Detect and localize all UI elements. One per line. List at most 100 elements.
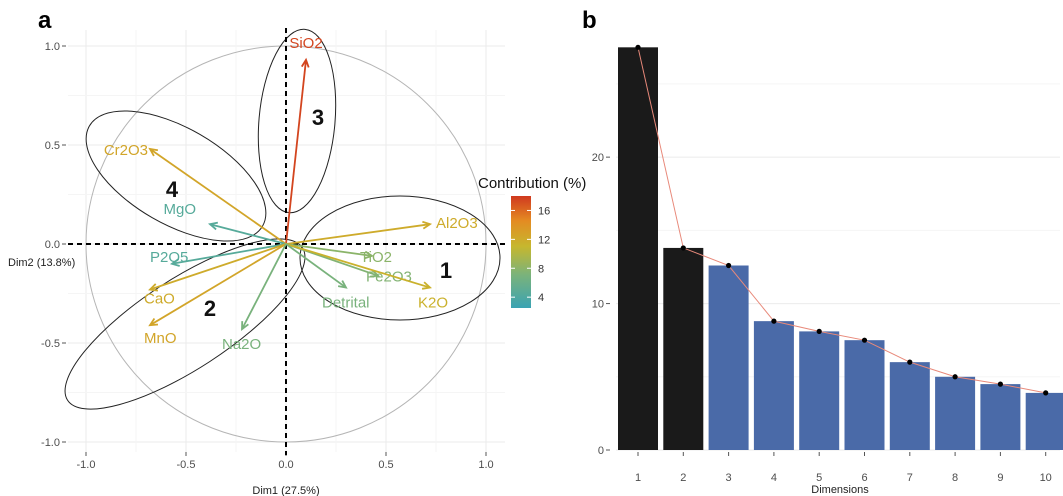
x-tick-label-b: 8 — [952, 472, 958, 484]
x-tick-label-b: 6 — [861, 472, 867, 484]
x-tick-label-a: 1.0 — [478, 459, 493, 471]
scree-point — [997, 381, 1004, 387]
x-axis-label-a: Dim1 (27.5%) — [252, 485, 319, 496]
arrow-head — [421, 281, 432, 290]
bar-dim-1 — [618, 47, 658, 450]
variable-label: Na2O — [222, 336, 261, 353]
variable-sio2: SiO2 — [285, 35, 323, 245]
arrow-line — [171, 243, 287, 265]
arrow-head — [148, 283, 159, 292]
y-axis-label-a: Dim2 (13.8%) — [8, 257, 75, 269]
variable-detrital: Detrital — [285, 243, 370, 312]
arrow-line — [149, 148, 287, 245]
variable-arrows: SiO2 Cr2O3 MgO Al2O3 TiO2 Fe2O3 K2O Detrital P2O… — [104, 35, 478, 353]
scree-plot: b 0 10 20 1 2 3 4 5 6 7 8 9 10 Dimensions — [582, 7, 1063, 496]
y-tick-label-a: -0.5 — [41, 338, 60, 350]
arrow-head — [148, 147, 159, 157]
variable-cr2o3: Cr2O3 — [104, 142, 287, 245]
group-ellipse-3 — [257, 28, 337, 214]
variable-mno: MnO — [144, 243, 287, 347]
variable-al2o3: Al2O3 — [285, 215, 478, 245]
arrow-line — [285, 243, 373, 257]
arrow-head — [300, 57, 310, 68]
group-ellipses — [64, 28, 501, 410]
x-tick-label-b: 5 — [816, 472, 822, 484]
variable-label: Detrital — [322, 295, 370, 312]
variable-na2o: Na2O — [222, 243, 287, 353]
y-tick-label-a: 1.0 — [45, 41, 60, 53]
variable-k2o: K2O — [285, 243, 448, 312]
scree-point — [816, 328, 822, 334]
legend-tick-label: 4 — [538, 292, 544, 304]
scree-point — [680, 245, 686, 251]
variable-label: MgO — [163, 201, 196, 218]
variable-cao: CaO — [144, 243, 287, 308]
bar-dim-6 — [844, 340, 885, 450]
x-tick-label-b: 3 — [726, 472, 732, 484]
arrow-head — [207, 221, 219, 231]
variable-label: MnO — [144, 330, 177, 347]
variable-label: K2O — [418, 295, 448, 312]
arrow-line — [149, 243, 287, 291]
y-tick-label-b: 0 — [598, 445, 604, 457]
arrow-line — [285, 243, 347, 289]
x-tick-label-b: 9 — [997, 472, 1003, 484]
group-number-3: 3 — [312, 105, 324, 130]
group-number-4: 4 — [166, 177, 179, 202]
bar-dim-7 — [889, 362, 930, 450]
group-number-2: 2 — [204, 296, 216, 321]
variable-label: Fe2O3 — [366, 269, 412, 286]
group-ellipse-1 — [299, 195, 501, 321]
arrow-head — [422, 220, 433, 230]
bar-dim-8 — [935, 376, 976, 450]
scree-point — [1043, 390, 1049, 396]
y-tick-label-b: 10 — [592, 299, 604, 311]
legend-colorbar — [511, 196, 531, 308]
variable-label: SiO2 — [289, 35, 322, 52]
legend-ticks: 16 12 8 4 — [511, 205, 550, 304]
variable-label: Cr2O3 — [104, 142, 148, 159]
y-tick-label-a: 0.5 — [45, 140, 60, 152]
scree-point — [726, 262, 732, 269]
group-numbers: 1 2 3 4 — [166, 105, 452, 321]
panel-label-a: a — [38, 7, 52, 34]
scree-point — [907, 359, 913, 365]
legend-tick-label: 8 — [538, 263, 544, 275]
y-tick-label-a: 0.0 — [45, 239, 60, 251]
variable-tio2: TiO2 — [285, 243, 392, 266]
scree-point — [771, 318, 777, 324]
scree-line — [635, 44, 1049, 396]
arrow-head — [169, 258, 180, 267]
x-tick-label-a: -0.5 — [177, 459, 196, 471]
arrow-line — [149, 243, 287, 326]
arrow-head — [364, 250, 375, 260]
arrow-head — [337, 280, 348, 289]
y-tick-label-a: -1.0 — [41, 437, 60, 449]
legend-tick-label: 12 — [538, 234, 550, 246]
bar-dim-2 — [663, 247, 704, 450]
variable-mgo: MgO — [163, 201, 287, 245]
x-tick-label-b: 1 — [635, 472, 641, 484]
arrow-line — [241, 243, 287, 330]
panel-label-b: b — [582, 7, 597, 34]
scree-point — [635, 44, 641, 50]
x-tick-label-a: 0.5 — [378, 459, 393, 471]
x-tick-label-b: 10 — [1040, 472, 1052, 484]
pca-variable-plot: a -1.0 -0.5 0.0 0.5 1.0 1.0 0.5 0.0 -0.5 -1.0 SiO… — [8, 7, 505, 496]
arrow-line — [209, 223, 287, 245]
bar-dim-5 — [799, 331, 840, 450]
arrow-line — [285, 223, 431, 245]
variable-label: TiO2 — [360, 249, 392, 266]
bar-dim-10 — [1025, 392, 1063, 450]
x-tick-label-b: 4 — [771, 472, 777, 484]
variable-label: CaO — [144, 291, 175, 308]
variable-p2o5: P2O5 — [150, 243, 287, 267]
legend-title: Contribution (%) — [478, 175, 586, 192]
y-tick-label-b: 20 — [592, 152, 604, 164]
bar-dim-4 — [753, 321, 794, 450]
x-tick-label-a: 0.0 — [278, 459, 293, 471]
bar-dim-9 — [980, 384, 1021, 450]
scree-point — [861, 337, 868, 343]
contribution-legend: Contribution (%) 16 12 8 4 — [478, 175, 586, 308]
